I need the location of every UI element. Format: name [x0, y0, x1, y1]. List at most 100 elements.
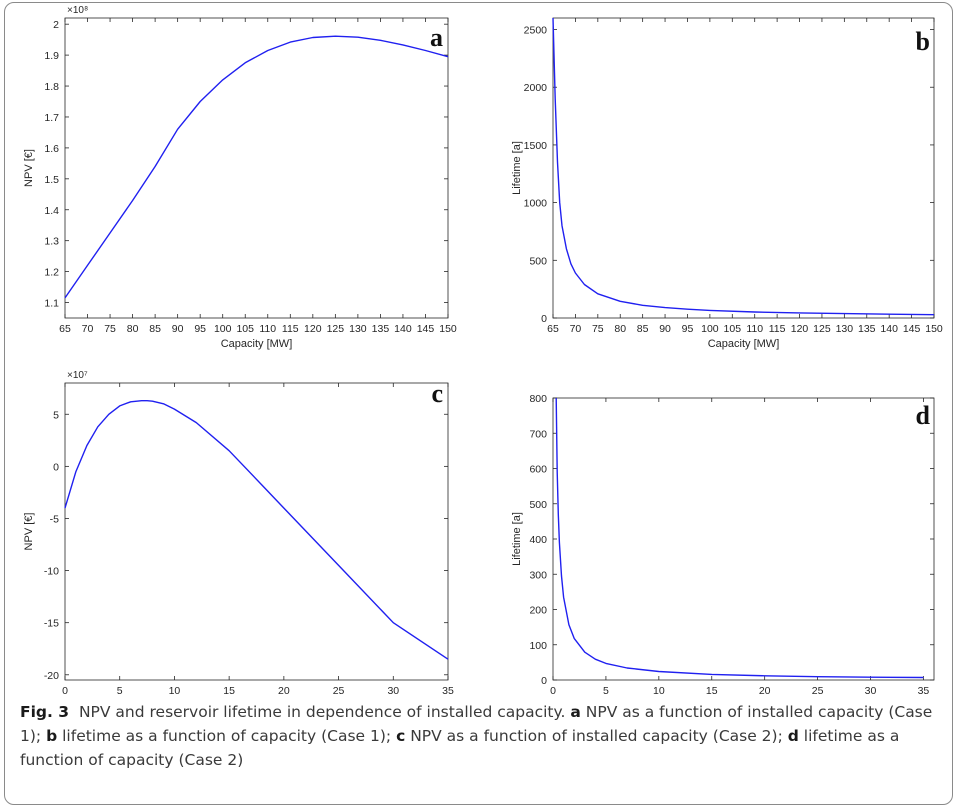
panel-d-xtick-label: 35	[918, 685, 930, 697]
panel-c-xtick-label: 5	[117, 685, 123, 697]
caption-part-b: lifetime as a function of capacity (Case…	[62, 727, 392, 745]
panel-b-xtick-label: 80	[614, 323, 626, 335]
caption-part-d-letter: d	[787, 727, 799, 745]
panel-c-ytick-label: 5	[53, 409, 59, 421]
panel-b-letter: b	[916, 27, 930, 56]
panel-c-xtick-label: 0	[62, 685, 68, 697]
panel-a-xtick-label: 105	[236, 323, 254, 335]
panel-b-ylabel: Lifetime [a]	[511, 141, 523, 195]
caption-part-c: NPV as a function of installed capacity …	[410, 727, 783, 745]
panel-b-xtick-label: 95	[682, 323, 694, 335]
panel-c-series-line	[64, 400, 449, 660]
figure-charts: 65 70 75 80 85 90 95 100 105 110 115 120 125 130 135 14…	[23, 5, 943, 697]
panel-d-series-line	[555, 397, 924, 679]
panel-a-xtick-label: 110	[259, 323, 276, 335]
panel-b-xtick-label: 135	[858, 323, 876, 335]
panel-a-axes-box	[64, 17, 449, 319]
panel-b-xtick-label: 75	[592, 323, 604, 335]
panel-b-ytick-label: 1000	[524, 198, 548, 210]
panel-b-xtick-label: 125	[813, 323, 831, 335]
panel-d-ytick-label: 200	[529, 605, 547, 617]
panel-c-ytick-label: -10	[44, 566, 59, 578]
panel-c-ytick-label: -15	[44, 618, 59, 630]
panel-a-xtick-label: 125	[327, 323, 345, 335]
panel-c-letter: c	[431, 379, 443, 408]
panel-b-xtick-label: 65	[547, 323, 559, 335]
panel-a-ytick-label: 1.4	[44, 205, 59, 217]
panel-b-ytick-label: 0	[541, 313, 547, 325]
panel-b-xtick-label: 110	[746, 323, 763, 335]
panel-d-ylabel: Lifetime [a]	[511, 512, 523, 566]
panel-b-series-line	[552, 17, 935, 316]
panel-d-ytick-label: 300	[529, 569, 547, 581]
panel-d-ytick-label: 0	[541, 675, 547, 687]
panel-c-xtick-label: 10	[169, 685, 181, 697]
panel-d-ytick-label: 700	[529, 428, 547, 440]
panel-d-letter: d	[916, 401, 931, 430]
panel-c-xtick-label: 35	[442, 685, 454, 697]
panel-a-xtick-label: 130	[349, 323, 367, 335]
panel-b-xtick-label: 130	[836, 323, 854, 335]
panel-b-xtick-label: 100	[701, 323, 719, 335]
panel-b-xtick-label: 85	[637, 323, 649, 335]
panel-a-xtick-label: 100	[214, 323, 232, 335]
panel-d-xtick-label: 30	[865, 685, 877, 697]
panel-a-ytick-label: 1.7	[44, 112, 59, 124]
panel-a-xtick-label: 85	[149, 323, 161, 335]
panel-d-xtick-label: 10	[653, 685, 665, 697]
caption-fig-label: Fig. 3	[20, 703, 70, 721]
panel-b-ytick-label: 500	[529, 255, 547, 267]
panel-b-xtick-label: 70	[570, 323, 582, 335]
panel-b-ytick-label: 1500	[524, 140, 548, 152]
panel-b-ytick-label: 2000	[524, 82, 548, 94]
panel-d-xtick-label: 0	[550, 685, 556, 697]
panel-c-xtick-label: 25	[333, 685, 345, 697]
panel-a-ytick-label: 1.6	[44, 143, 59, 155]
panel-d-xtick-label: 15	[706, 685, 718, 697]
panel-d-ytick-label: 100	[529, 640, 547, 652]
panel-a-xtick-label: 75	[104, 323, 116, 335]
panel-b-xtick-label: 140	[880, 323, 898, 335]
panel-a-xtick-label: 145	[417, 323, 435, 335]
panel-b: 65 70 75 80 85 90 95 100 105 110 115 120 125 130 135 14…	[511, 17, 943, 350]
panel-b-xtick-label: 115	[769, 323, 786, 335]
caption-part-d: lifetime as a function of capacity (Case…	[20, 727, 900, 769]
panel-a-xtick-label: 115	[282, 323, 299, 335]
panel-b-axes-box	[552, 17, 935, 319]
panel-a-xtick-label: 80	[127, 323, 139, 335]
panel-c-exponent-label: ×10⁷	[67, 370, 88, 381]
panel-a-xtick-label: 95	[194, 323, 206, 335]
panel-c-xtick-label: 30	[387, 685, 399, 697]
panel-a-letter: a	[430, 23, 443, 52]
panel-d: 051015202530350100200300400500600700800C…	[511, 393, 935, 697]
panel-a: 65 70 75 80 85 90 95 100 105 110 115 120 125 130 135 14…	[23, 5, 457, 350]
panel-b-xtick-label: 105	[724, 323, 742, 335]
caption-part-a: NPV as a function of installed capacity …	[20, 703, 933, 745]
panel-b-xtick-label: 145	[903, 323, 921, 335]
panel-c-axes-box	[64, 382, 449, 681]
panel-a-xtick-label: 70	[82, 323, 94, 335]
panel-b-ytick-label: 2500	[524, 25, 548, 37]
caption-part-b-letter: b	[46, 727, 58, 745]
figure-caption: Fig. 3 NPV and reservoir lifetime in dep…	[20, 700, 940, 772]
panel-a-ylabel: NPV [€]	[23, 149, 35, 187]
panel-a-xtick-label: 90	[172, 323, 184, 335]
panel-a-xtick-label: 120	[304, 323, 322, 335]
panel-c-ytick-label: -5	[50, 513, 59, 525]
caption-part-a-letter: a	[570, 703, 581, 721]
panel-d-ytick-label: 600	[529, 464, 547, 476]
panel-b-xlabel: Capacity [MW]	[708, 338, 780, 350]
panel-a-xtick-label: 135	[372, 323, 390, 335]
figure-frame	[4, 2, 953, 805]
panel-c-xtick-label: 15	[223, 685, 235, 697]
panel-c-ytick-label: 0	[53, 461, 59, 473]
panel-d-axes-box	[552, 397, 935, 681]
panel-b-xtick-label: 150	[925, 323, 943, 335]
caption-part-c-letter: c	[396, 727, 406, 745]
panel-a-exponent-label: ×10⁸	[67, 5, 88, 16]
panel-a-ytick-label: 1.9	[44, 50, 59, 62]
panel-d-xtick-label: 5	[603, 685, 609, 697]
panel-a-xtick-label: 65	[59, 323, 71, 335]
panel-a-ytick-label: 1.2	[44, 267, 59, 279]
